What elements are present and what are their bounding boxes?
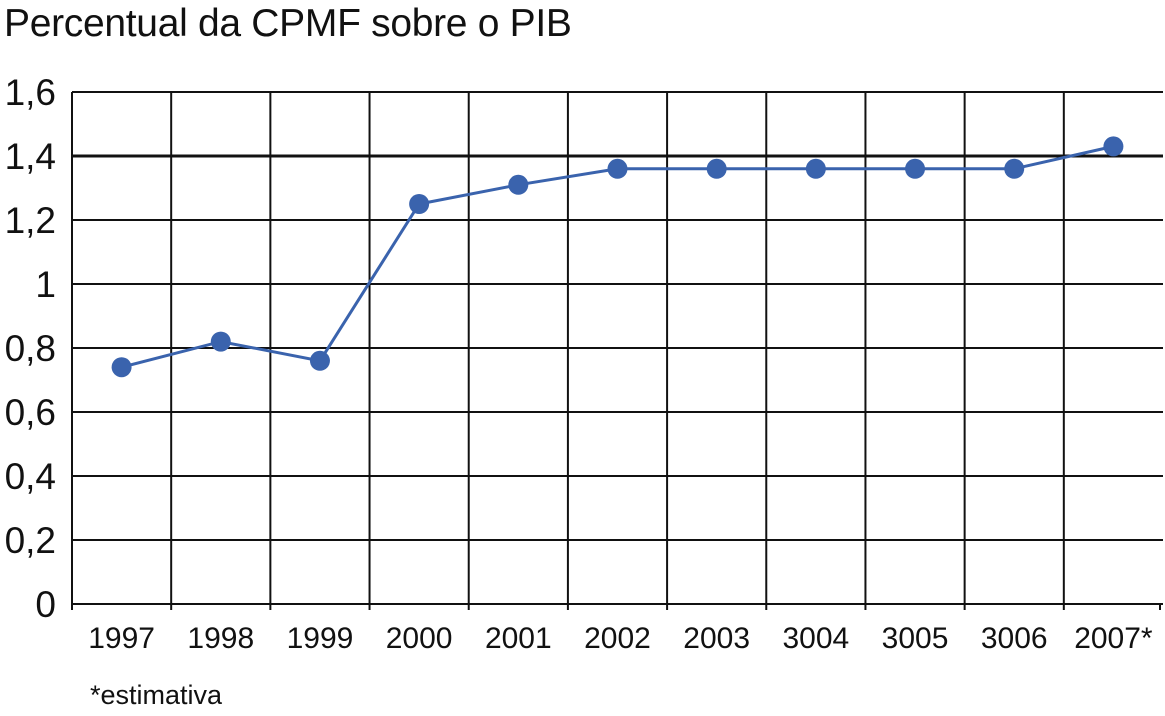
data-point <box>111 357 132 378</box>
x-tick-label: 2002 <box>584 622 651 655</box>
x-tick-label: 2003 <box>683 622 750 655</box>
data-point <box>607 158 628 179</box>
data-point <box>210 331 231 352</box>
y-tick-label: 0,4 <box>5 456 56 497</box>
y-tick-label: 1,2 <box>5 200 56 241</box>
x-tick-label: 1999 <box>287 622 354 655</box>
y-tick-label: 1 <box>35 264 56 305</box>
x-tick-label: 2007* <box>1074 622 1153 655</box>
data-point <box>1004 158 1025 179</box>
y-axis-ticks: 0 0,2 0,4 0,6 0,8 1 1,2 1,4 1,6 <box>5 72 56 625</box>
data-point <box>309 350 330 371</box>
y-tick-label: 1,4 <box>5 136 56 177</box>
y-tick-label: 0,6 <box>5 392 56 433</box>
data-point <box>805 158 826 179</box>
y-tick-label: 0 <box>35 584 56 625</box>
data-point <box>409 194 430 214</box>
series-layer <box>111 136 1124 378</box>
grid-lines <box>71 91 1163 610</box>
x-tick-label: 1998 <box>187 622 254 655</box>
x-axis-ticks: 1997 1998 1999 2000 2001 2002 2003 3004 3005 3006… <box>88 622 1153 655</box>
y-tick-label: 1,6 <box>5 72 56 113</box>
data-point <box>508 174 529 195</box>
chart-title: Percentual da CPMF sobre o PIB <box>4 2 572 45</box>
y-tick-label: 0,8 <box>5 328 56 369</box>
x-tick-label: 3004 <box>782 622 849 655</box>
footnote: *estimativa <box>90 680 223 710</box>
data-point <box>706 158 727 179</box>
x-tick-label: 1997 <box>88 622 155 655</box>
x-tick-label: 2001 <box>485 622 552 655</box>
y-tick-label: 0,2 <box>5 520 56 561</box>
x-tick-label: 3005 <box>882 622 949 655</box>
data-point <box>905 158 926 179</box>
x-tick-label: 2000 <box>386 622 453 655</box>
data-point <box>1103 136 1124 157</box>
x-tick-label: 3006 <box>981 622 1048 655</box>
